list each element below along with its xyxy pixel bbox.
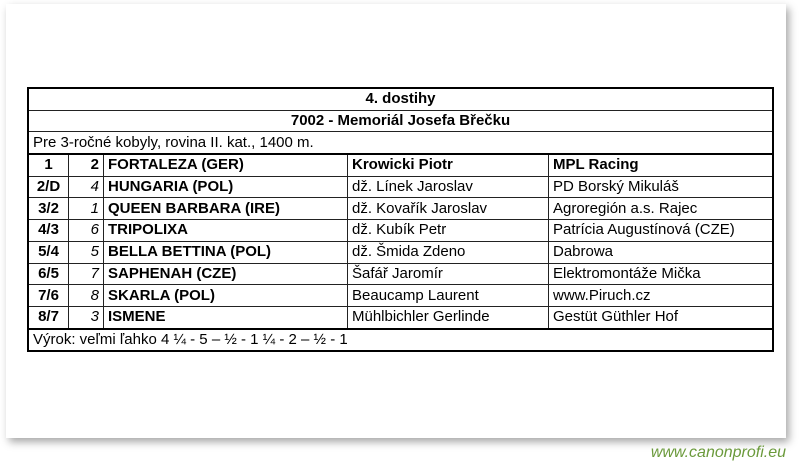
result-row: 8/7 3 ISMENE Mühlbichler Gerlinde Gestüt Güt…	[27, 305, 774, 330]
cell-place: 2/D	[27, 175, 69, 199]
result-row: 7/6 8 SKARLA (POL) Beaucamp Laurent www.Piru…	[27, 284, 774, 307]
cell-place: 4/3	[27, 219, 69, 242]
cell-number: 2	[68, 153, 104, 177]
result-row: 2/D 4 HUNGARIA (POL) dž. Línek Jaroslav PD B…	[27, 175, 774, 199]
cell-horse: SKARLA (POL)	[103, 284, 348, 307]
cell-number: 5	[68, 240, 104, 264]
cell-number: 7	[68, 262, 104, 286]
cell-jockey: dž. Kovařík Jaroslav	[347, 197, 549, 221]
result-row: 6/5 7 SAPHENAH (CZE) Šafář Jaromír Elektromo…	[27, 262, 774, 286]
watermark: www.canonprofi.eu	[650, 444, 786, 461]
cell-jockey: Šafář Jaromír	[347, 262, 549, 286]
cell-place: 7/6	[27, 284, 69, 307]
cell-jockey: Mühlbichler Gerlinde	[347, 305, 549, 330]
cell-number: 3	[68, 305, 104, 330]
result-row: 1 2 FORTALEZA (GER) Krowicki Piotr MPL Racin…	[27, 153, 774, 177]
cell-place: 1	[27, 153, 69, 177]
result-row: 3/2 1 QUEEN BARBARA (IRE) dž. Kovařík Jaros…	[27, 197, 774, 221]
result-row: 5/4 5 BELLA BETTINA (POL) dž. Šmida Zdeno Da…	[27, 240, 774, 264]
cell-owner: Elektromontáže Mička	[548, 262, 774, 286]
race-verdict: Výrok: veľmi ľahko 4 ¼ - 5 – ½ - 1 ¼ - 2…	[27, 328, 774, 352]
cell-horse: TRIPOLIXA	[103, 219, 348, 242]
cell-place: 8/7	[27, 305, 69, 330]
cell-number: 6	[68, 219, 104, 242]
cell-place: 6/5	[27, 262, 69, 286]
cell-horse: QUEEN BARBARA (IRE)	[103, 197, 348, 221]
cell-jockey: Beaucamp Laurent	[347, 284, 549, 307]
cell-owner: www.Piruch.cz	[548, 284, 774, 307]
cell-owner: Dabrowa	[548, 240, 774, 264]
cell-jockey: dž. Línek Jaroslav	[347, 175, 549, 199]
cell-owner: Agroregión a.s. Rajec	[548, 197, 774, 221]
race-name: 7002 - Memoriál Josefa Břečku	[27, 109, 774, 133]
cell-horse: HUNGARIA (POL)	[103, 175, 348, 199]
cell-number: 8	[68, 284, 104, 307]
cell-place: 5/4	[27, 240, 69, 264]
cell-owner: MPL Racing	[548, 153, 774, 177]
cell-horse: FORTALEZA (GER)	[103, 153, 348, 177]
race-title: 4. dostihy	[27, 87, 774, 111]
result-row: 4/3 6 TRIPOLIXA dž. Kubík Petr Patrícia Augu…	[27, 219, 774, 242]
cell-jockey: dž. Kubík Petr	[347, 219, 549, 242]
cell-jockey: dž. Šmida Zdeno	[347, 240, 549, 264]
cell-horse: SAPHENAH (CZE)	[103, 262, 348, 286]
cell-horse: BELLA BETTINA (POL)	[103, 240, 348, 264]
cell-owner: Patrícia Augustínová (CZE)	[548, 219, 774, 242]
cell-owner: PD Borský Mikuláš	[548, 175, 774, 199]
cell-horse: ISMENE	[103, 305, 348, 330]
cell-place: 3/2	[27, 197, 69, 221]
cell-number: 4	[68, 175, 104, 199]
race-conditions: Pre 3-ročné kobyly, rovina II. kat., 140…	[27, 131, 774, 156]
cell-jockey: Krowicki Piotr	[347, 153, 549, 177]
cell-owner: Gestüt Güthler Hof	[548, 305, 774, 330]
cell-number: 1	[68, 197, 104, 221]
race-results-table: 4. dostihy 7002 - Memoriál Josefa Břečku…	[27, 87, 774, 353]
